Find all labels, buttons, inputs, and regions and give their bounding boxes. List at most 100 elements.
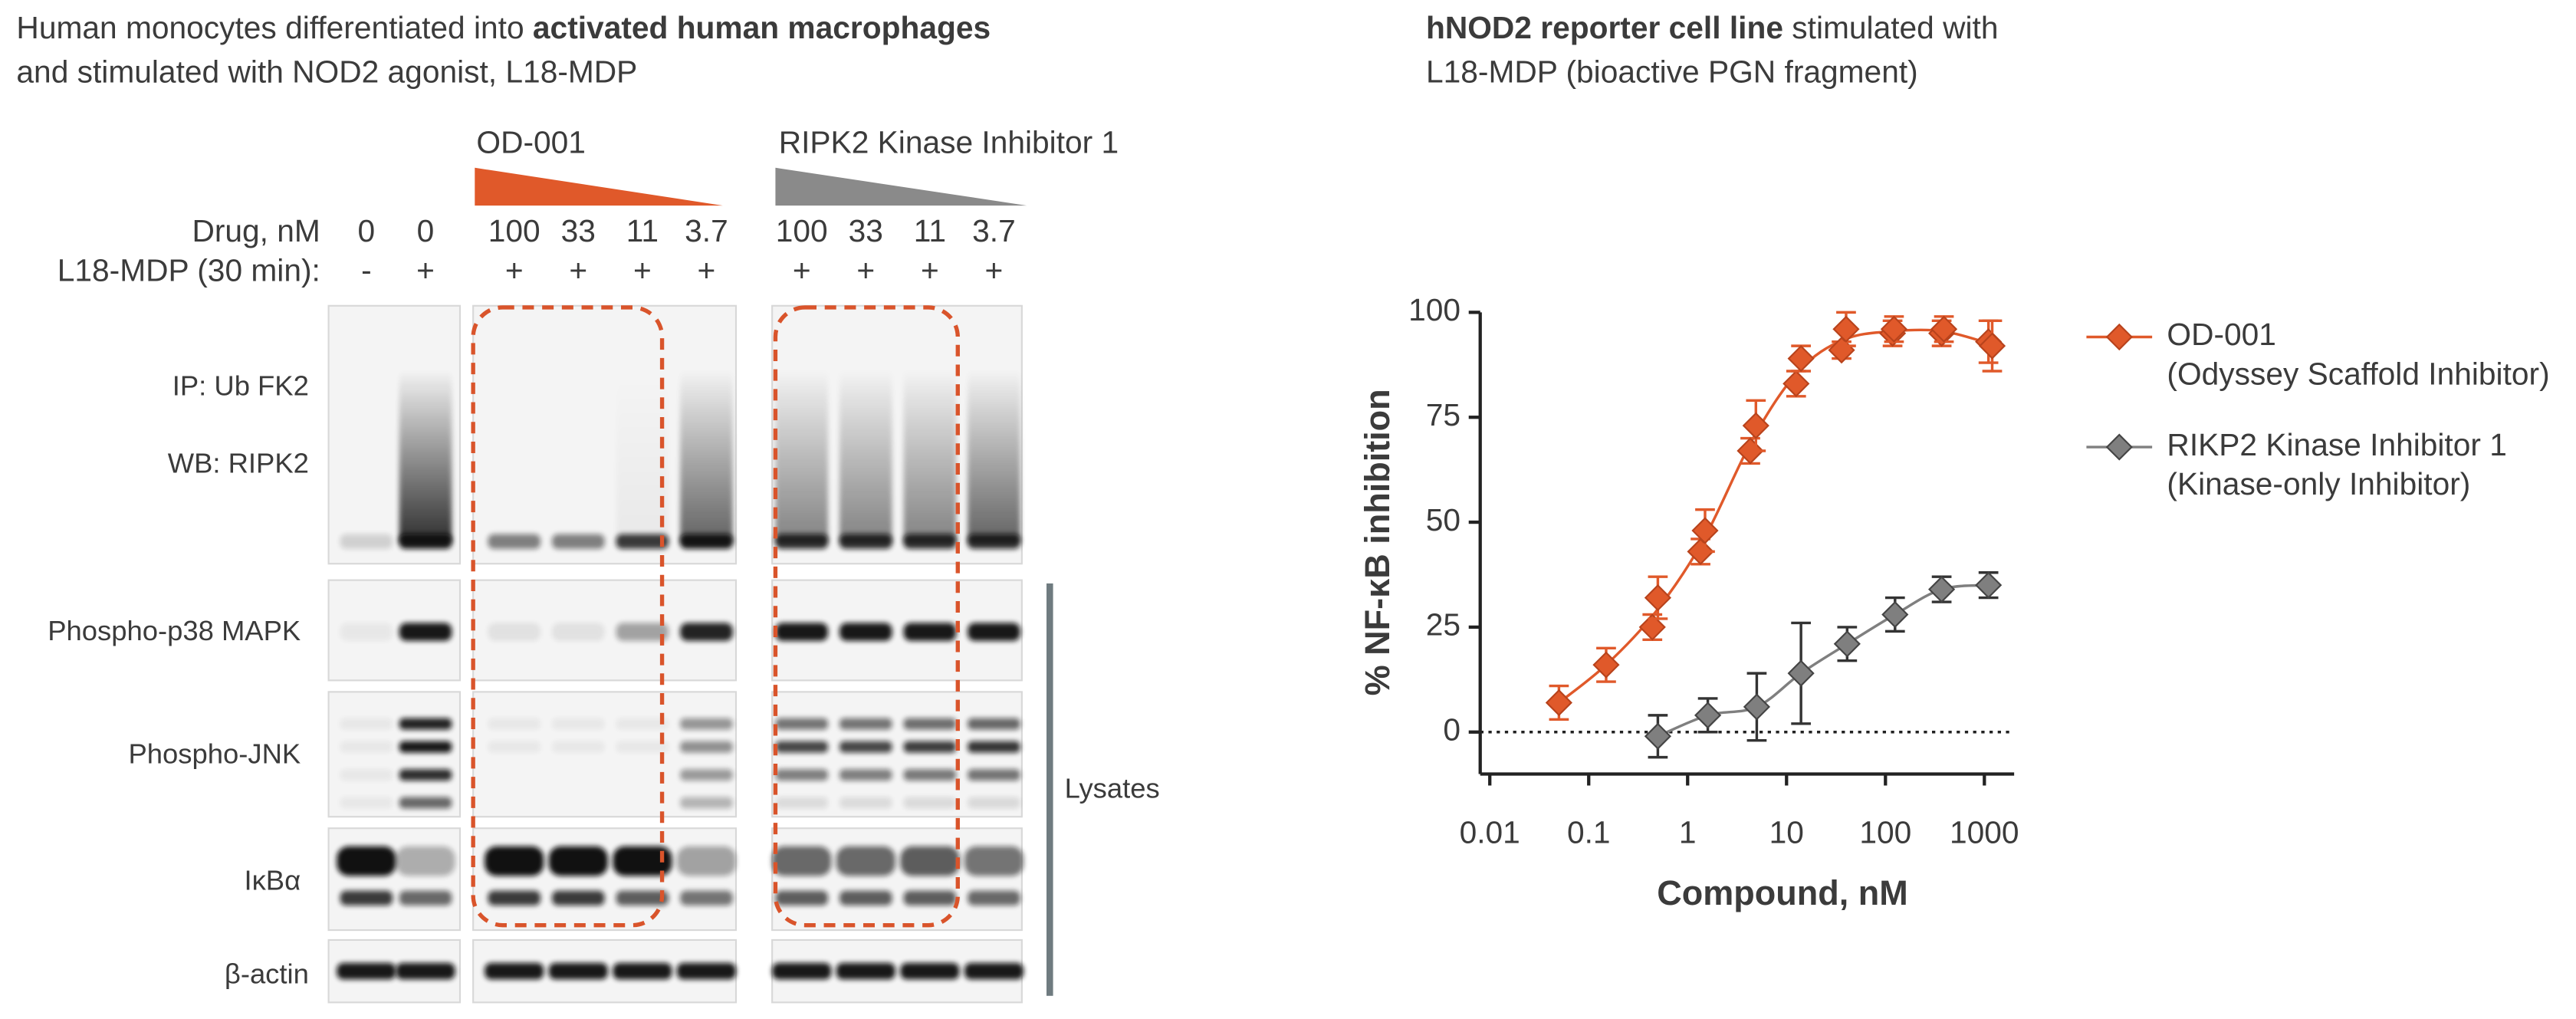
y-tick-label: 100 [1408, 292, 1460, 327]
band [488, 534, 540, 549]
band [903, 718, 957, 730]
band [775, 890, 828, 906]
data-point [1930, 315, 1958, 343]
blot-label: Phospho-p38 MAPK [48, 615, 301, 646]
data-point [1978, 332, 2006, 360]
blot-label: Phospho-JNK [129, 738, 301, 770]
title-part: hNOD2 reporter cell line [1426, 10, 1783, 45]
data-point [1975, 571, 2003, 599]
band [337, 962, 396, 980]
left-title: and stimulated with NOD2 agonist, L18-MD… [16, 54, 637, 89]
data-point [1783, 370, 1810, 398]
band [399, 769, 452, 781]
lysates-bracket [1046, 583, 1053, 996]
x-tick-label: 0.01 [1460, 815, 1520, 850]
data-point [1928, 576, 1956, 603]
group-label: RIPK2 Kinase Inhibitor 1 [779, 125, 1119, 160]
blot-panel [771, 691, 1023, 818]
blot-panel [472, 691, 738, 818]
legend-marker [2105, 433, 2133, 461]
band [903, 623, 957, 641]
data-point [1545, 689, 1572, 717]
blot-label: WB: RIPK2 [168, 447, 309, 478]
band [840, 741, 892, 753]
band [903, 769, 957, 781]
band [836, 962, 895, 980]
band [488, 741, 540, 753]
band [680, 769, 733, 781]
dose-wedge [475, 167, 723, 206]
band [964, 962, 1024, 980]
band [680, 890, 733, 906]
blot-panel [771, 827, 1023, 932]
data-point [1592, 651, 1620, 679]
band [616, 741, 669, 753]
band [775, 769, 828, 781]
fit-curve [1558, 328, 1991, 704]
band [399, 718, 452, 730]
band [840, 534, 892, 549]
x-tick-label: 0.1 [1567, 815, 1611, 850]
band [485, 962, 544, 980]
band [613, 962, 672, 980]
band [340, 890, 393, 906]
dose-label: 3.7 [972, 213, 1016, 248]
data-point [1691, 517, 1719, 544]
band [488, 623, 540, 641]
band [772, 962, 832, 980]
band [340, 718, 393, 730]
band [616, 623, 669, 641]
band [552, 534, 605, 549]
band [964, 846, 1024, 876]
x-tick-label: 100 [1859, 815, 1911, 850]
band [552, 741, 605, 753]
blot-label: IκBα [244, 865, 301, 896]
band [775, 623, 828, 641]
highlight-box [773, 305, 960, 928]
dose-label: 0 [417, 213, 435, 248]
band [340, 797, 393, 809]
title-part: activated human macrophages [533, 10, 991, 45]
band [613, 846, 672, 876]
stim-label: + [985, 253, 1004, 288]
dose-label: 100 [488, 213, 540, 248]
blot-label: β-actin [225, 958, 309, 990]
band [548, 846, 608, 876]
dose-wedge [775, 167, 1027, 206]
data-point [1694, 702, 1722, 729]
band [775, 718, 828, 730]
smear [775, 370, 828, 543]
stim-label: + [698, 253, 716, 288]
band [968, 741, 1020, 753]
x-axis-label: Compound, nM [1657, 873, 1907, 912]
band [399, 741, 452, 753]
band [836, 846, 895, 876]
band [968, 623, 1020, 641]
data-point [1742, 412, 1769, 439]
y-tick-label: 50 [1426, 502, 1460, 537]
band [680, 534, 733, 549]
band [775, 534, 828, 549]
stim-label: - [361, 253, 372, 288]
band [552, 890, 605, 906]
band [616, 718, 669, 730]
y-tick-label: 0 [1443, 712, 1460, 748]
plot: 0 25 50 75 100 0.01 0.1 1 10 100 1000 OD-001 (Odysse… [1408, 292, 2550, 850]
x-tick-label: 1 [1679, 815, 1697, 850]
smear [616, 370, 669, 543]
band [340, 769, 393, 781]
stim-label: + [633, 253, 652, 288]
legend-marker [2105, 323, 2133, 351]
highlight-box [471, 305, 665, 928]
chart-subtitle: L18-MDP (bioactive PGN fragment) [1426, 54, 1918, 89]
band [552, 623, 605, 641]
band [840, 769, 892, 781]
band [903, 534, 957, 549]
band [968, 534, 1020, 549]
band [903, 741, 957, 753]
band [396, 846, 455, 876]
data-point [1787, 344, 1815, 373]
band [968, 718, 1020, 730]
dose-label: 33 [849, 213, 883, 248]
